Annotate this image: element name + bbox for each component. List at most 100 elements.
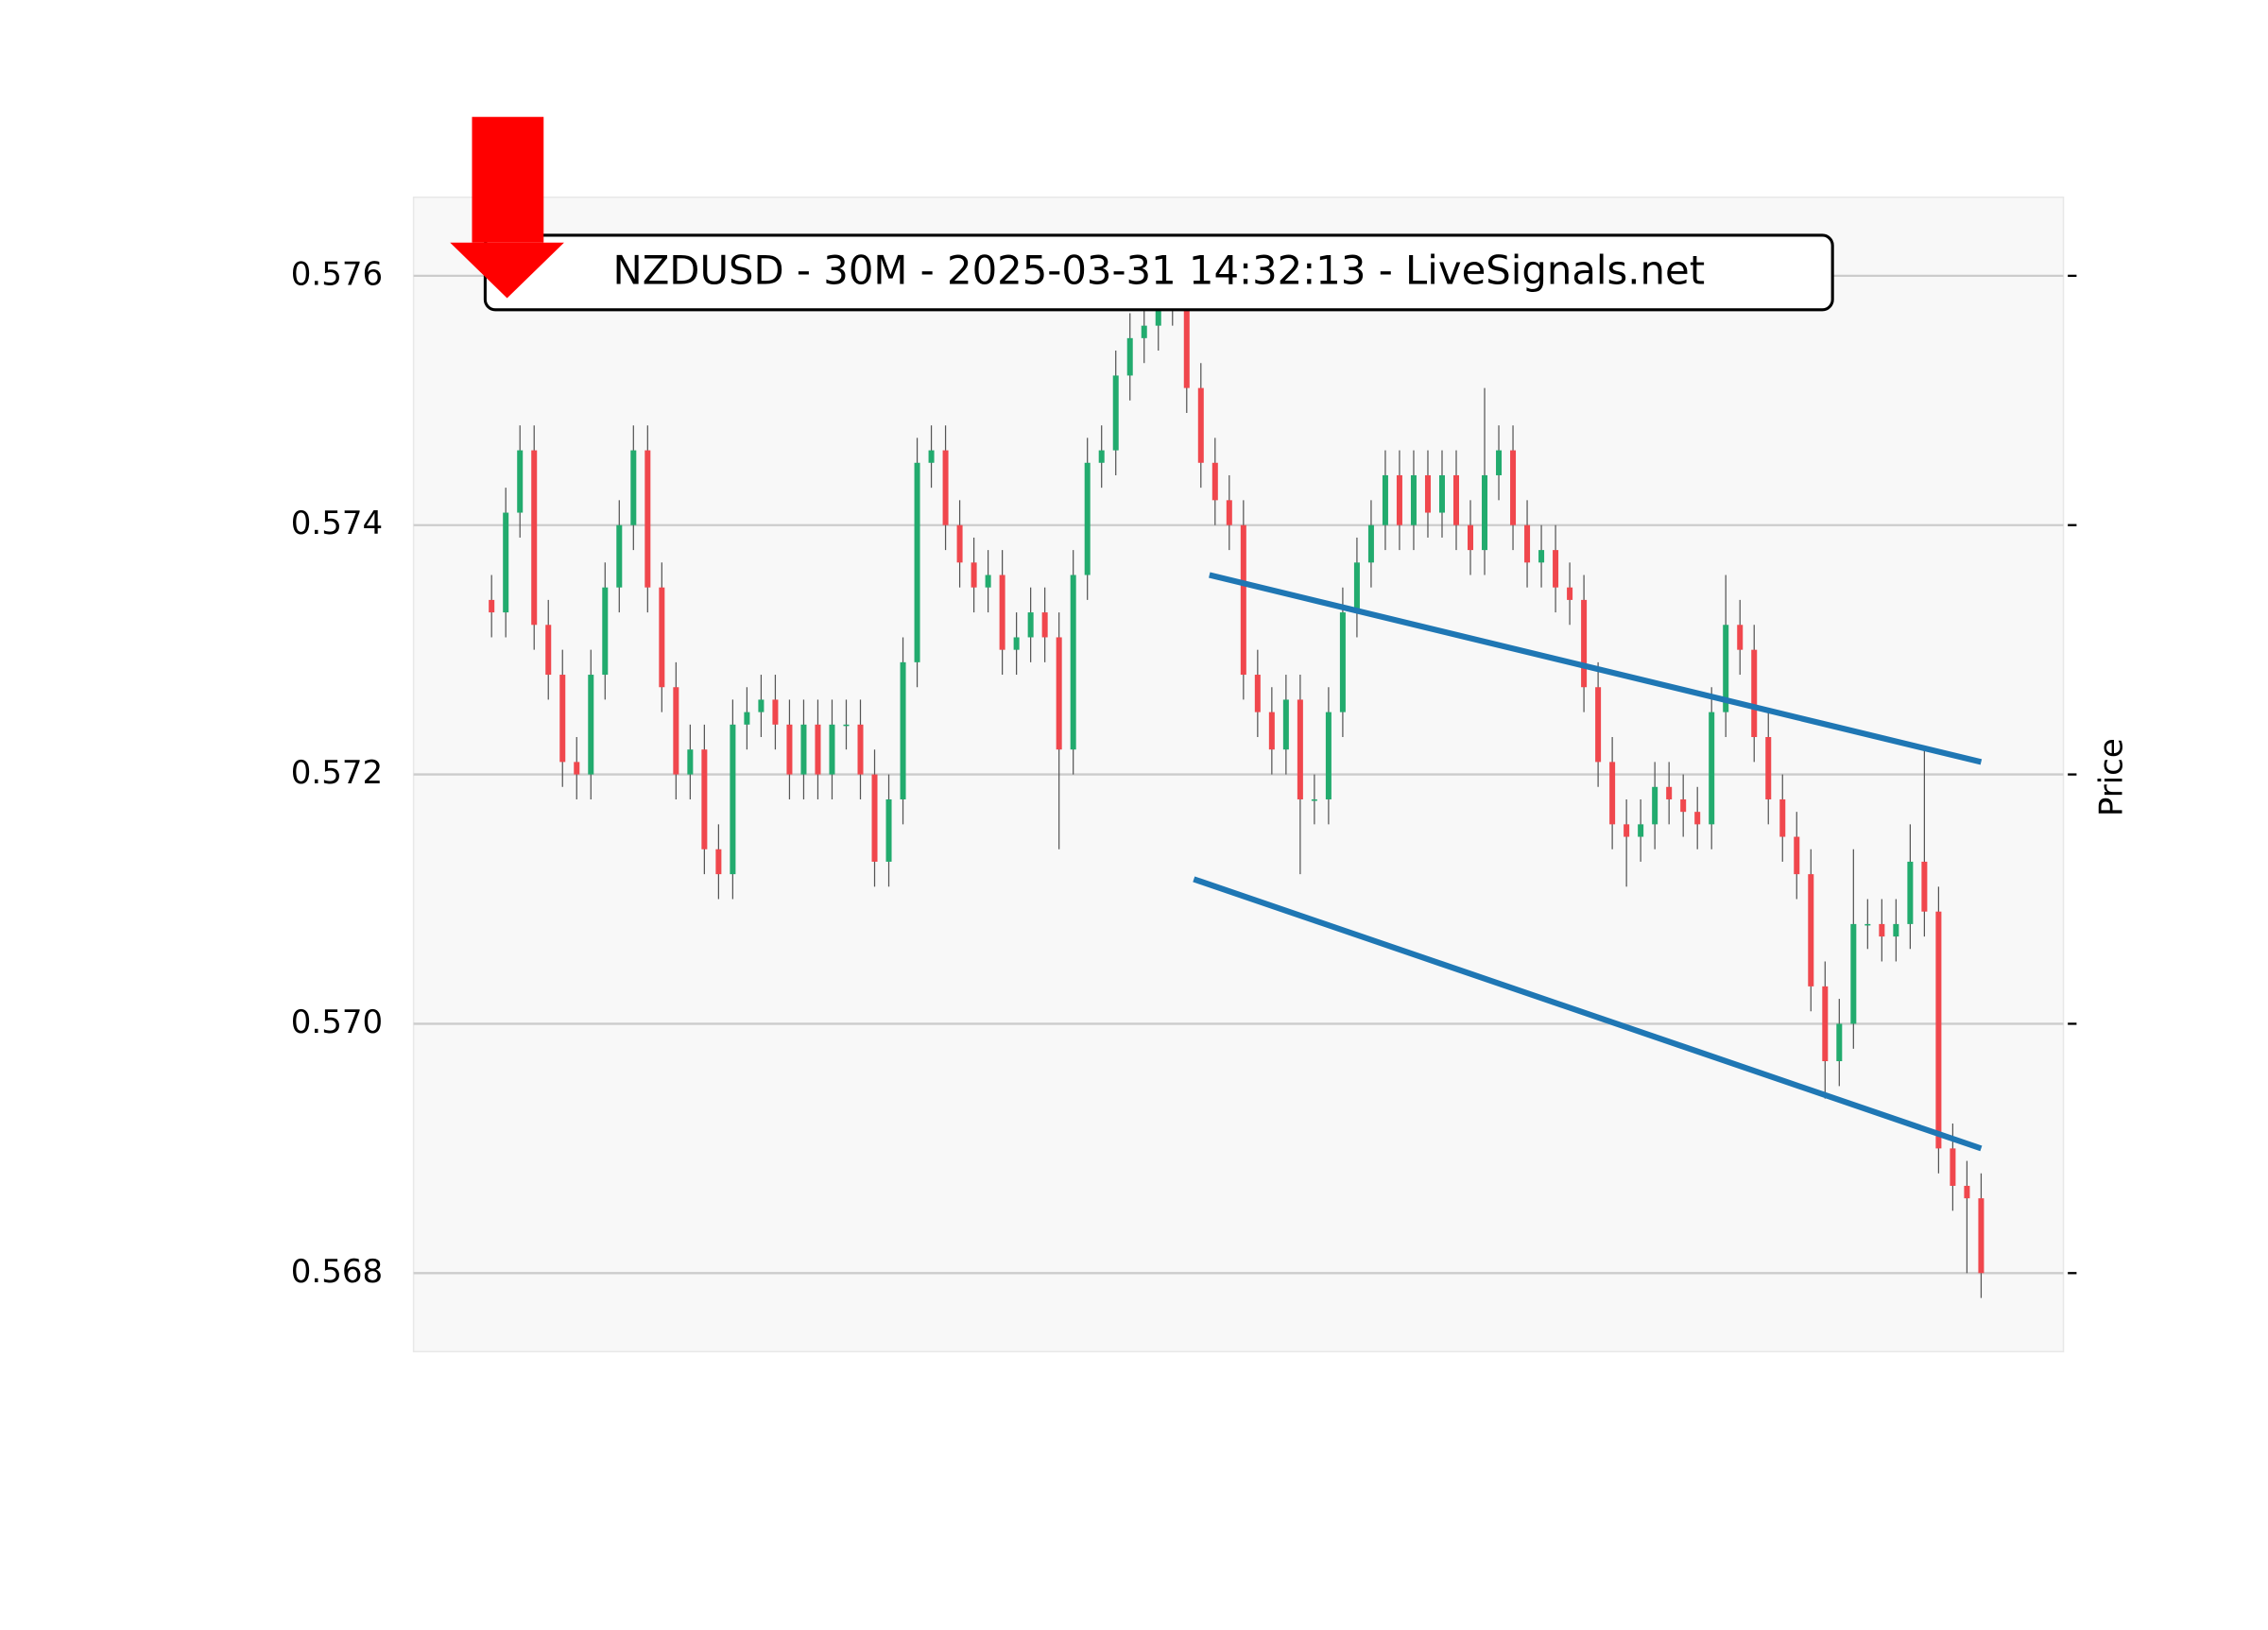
candle-body xyxy=(1609,762,1616,825)
candle-body xyxy=(1339,612,1346,712)
candle-body xyxy=(1410,474,1417,525)
chart-title: NZDUSD - 30M - 2025-03-31 14:32:13 - Liv… xyxy=(612,248,1705,294)
candle-body xyxy=(1013,637,1020,650)
candle-body xyxy=(1056,637,1062,750)
candle-body xyxy=(1950,1148,1956,1186)
candle-body xyxy=(673,687,679,775)
candle-body xyxy=(1126,337,1133,376)
candle-body xyxy=(1211,462,1218,501)
candle-body xyxy=(829,724,835,775)
candle-body xyxy=(971,562,977,588)
candle-body xyxy=(1496,450,1503,475)
candle-body xyxy=(1666,786,1673,799)
candle-body xyxy=(701,749,708,849)
candle-body xyxy=(588,675,594,775)
trend-line xyxy=(1193,876,1983,1152)
candle-body xyxy=(1850,923,1857,1024)
candle-body xyxy=(1652,786,1658,825)
candle-body xyxy=(1268,712,1275,750)
candle-body xyxy=(1751,649,1758,738)
candle-body xyxy=(1709,712,1715,825)
candle-body xyxy=(1567,587,1573,600)
candle-body xyxy=(659,587,665,688)
candle-body xyxy=(715,849,722,875)
candle-body xyxy=(531,450,538,626)
candle-body xyxy=(1254,675,1261,712)
y-tick-label: 0.568 xyxy=(291,1253,383,1291)
candle-body xyxy=(1935,911,1942,1149)
candle-body xyxy=(1907,861,1914,924)
candle-body xyxy=(1183,300,1190,388)
candle-body xyxy=(1638,824,1644,837)
candle-body xyxy=(1070,575,1076,750)
candle-body xyxy=(744,712,750,725)
candle-body xyxy=(1538,550,1545,563)
candle-body xyxy=(602,587,609,676)
candle-body xyxy=(1978,1198,1984,1274)
candle-body xyxy=(1581,599,1588,688)
signal-arrow xyxy=(450,116,564,299)
candle-body xyxy=(1836,1023,1843,1062)
candle-body xyxy=(1524,524,1531,563)
candle-body xyxy=(843,724,850,727)
candle-body xyxy=(999,575,1005,650)
candle-body xyxy=(1510,450,1517,525)
candle-body xyxy=(1424,474,1431,513)
candle-body xyxy=(1325,712,1332,799)
candle-body xyxy=(1553,550,1559,588)
candle-body xyxy=(914,462,920,662)
trend-line xyxy=(1209,572,1983,765)
y-tick-label: 0.576 xyxy=(291,255,383,293)
candle-body xyxy=(559,675,566,763)
candle-body xyxy=(1084,462,1091,575)
y-tick-label: 0.570 xyxy=(291,1004,383,1041)
candle-body xyxy=(1112,375,1119,451)
candle-body xyxy=(1197,387,1204,463)
candle-body xyxy=(489,599,495,613)
candle-body xyxy=(517,450,524,513)
candle-body xyxy=(885,798,892,862)
candle-body xyxy=(1893,923,1899,937)
candle-body xyxy=(1864,923,1871,926)
candle-body xyxy=(1452,474,1460,525)
candle-body xyxy=(1921,861,1928,912)
candle-body xyxy=(1879,923,1885,937)
candle-body xyxy=(1765,737,1772,799)
candle-body xyxy=(1694,812,1701,825)
candle-body xyxy=(1680,798,1687,813)
candle-body xyxy=(1822,986,1829,1062)
candle-body xyxy=(1367,524,1374,563)
candle-body xyxy=(1297,699,1303,799)
candle-body xyxy=(503,512,509,613)
candle-body xyxy=(545,625,552,676)
candle-body xyxy=(1779,798,1786,837)
candle-body xyxy=(1141,325,1147,338)
candle-body xyxy=(574,762,580,775)
candle-body xyxy=(758,699,765,712)
candle-body xyxy=(1808,874,1814,987)
candle-body xyxy=(1353,562,1360,613)
candle-body xyxy=(1282,699,1289,750)
candle-body xyxy=(644,450,651,588)
candle-body xyxy=(1240,524,1246,676)
y-tick-label: 0.574 xyxy=(291,505,383,542)
candle-body xyxy=(928,450,935,463)
candle-body xyxy=(772,699,779,725)
candle-body xyxy=(1482,474,1488,551)
candle-body xyxy=(800,724,807,775)
candle-body xyxy=(1737,625,1744,650)
candle-body xyxy=(1041,612,1048,638)
candle-body xyxy=(956,524,963,563)
candle-body xyxy=(1098,450,1105,463)
candle-body xyxy=(1311,798,1317,801)
candle-body xyxy=(1027,612,1034,638)
candle-body xyxy=(616,524,623,588)
candle-body xyxy=(1468,524,1474,551)
candle-body xyxy=(1964,1185,1970,1199)
y-tick-label: 0.572 xyxy=(291,754,383,792)
candle-body xyxy=(630,450,637,525)
candle-body xyxy=(900,661,906,799)
candle-body xyxy=(1624,824,1630,837)
